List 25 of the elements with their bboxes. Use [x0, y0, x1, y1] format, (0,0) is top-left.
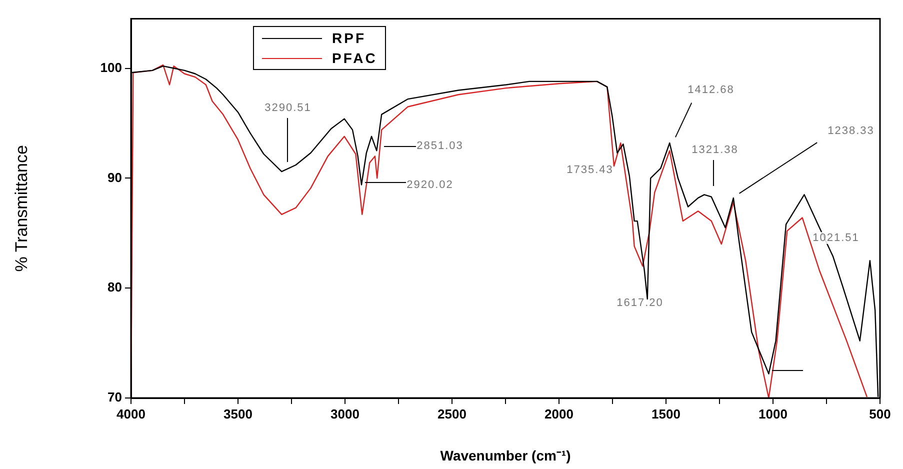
x-tick-label: 4000 [116, 406, 146, 422]
x-tick-label: 1500 [652, 406, 680, 422]
x-tick-label: 2000 [544, 406, 574, 422]
y-tick-label: 70 [108, 390, 122, 405]
annotation: 1735.43 [566, 164, 614, 176]
legend-label: RPF [332, 30, 366, 46]
x-tick-label: 500 [869, 406, 891, 422]
y-axis-title: % Transmittance [12, 145, 31, 272]
annotation: 1238.33 [828, 125, 874, 137]
y-tick-label: 90 [108, 170, 122, 185]
x-tick-label: 2500 [438, 406, 466, 422]
annotation: 1321.38 [692, 144, 738, 156]
legend-label: PFAC [332, 50, 378, 66]
x-axis-title: Wavenumber (cm⁻¹) [440, 447, 571, 464]
annotation: 1412.68 [688, 84, 734, 96]
x-tick-label: 3500 [224, 406, 252, 422]
annotation: 1021.51 [812, 232, 860, 244]
annotation: 1617.20 [616, 297, 664, 309]
y-tick-label: 80 [108, 280, 122, 295]
x-tick-label: 1000 [758, 406, 788, 422]
y-tick-label: 100 [100, 60, 122, 75]
annotation: 2920.02 [406, 179, 454, 191]
x-tick-label: 3000 [330, 406, 360, 422]
annotation: 3290.51 [264, 102, 312, 114]
annotation: 2851.03 [416, 140, 464, 152]
